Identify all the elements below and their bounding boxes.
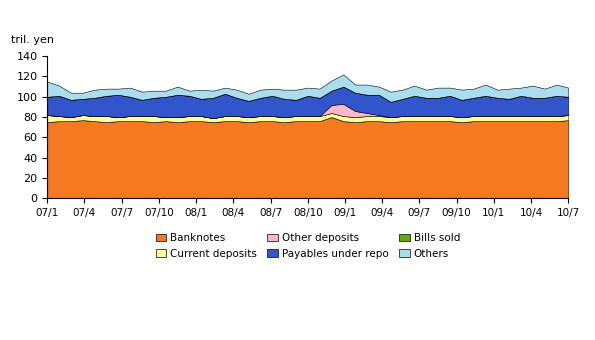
Legend: Banknotes, Current deposits, Other deposits, Payables under repo, Bills sold, Ot: Banknotes, Current deposits, Other depos… [151, 229, 464, 263]
Text: tril. yen: tril. yen [11, 35, 54, 45]
